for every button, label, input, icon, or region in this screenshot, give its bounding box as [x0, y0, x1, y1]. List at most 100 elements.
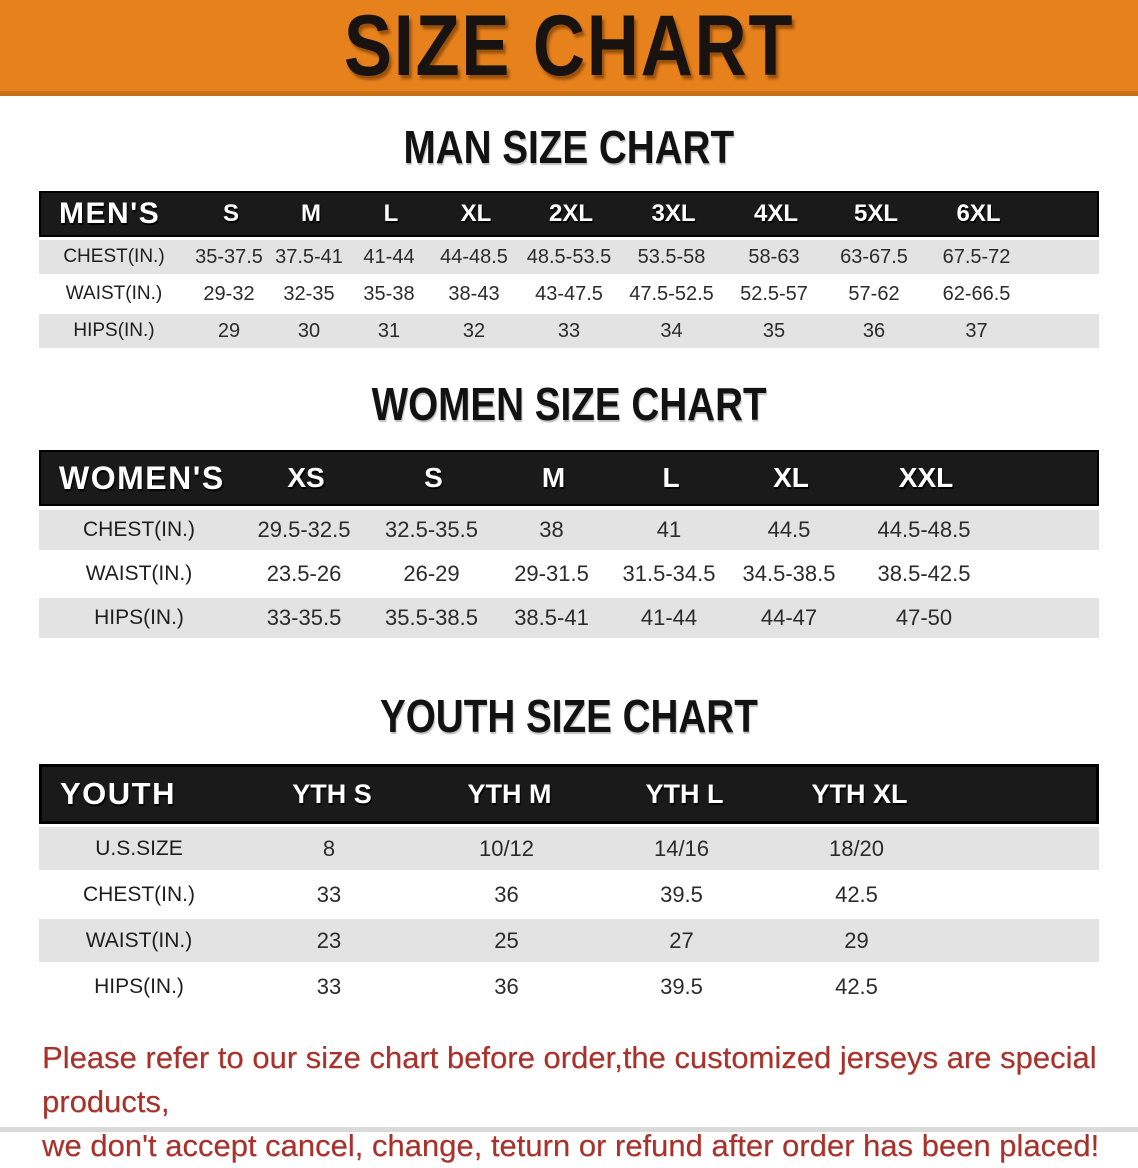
column-header: M [301, 200, 321, 227]
cell-value: 67.5-72 [942, 245, 1011, 268]
women-table-header: WOMEN'S XS S M L XL XXL [39, 450, 1099, 506]
cell-value: 33 [316, 881, 342, 907]
column-header: YTH S [292, 778, 372, 809]
column-header: YTH XL [811, 778, 908, 809]
cell-value: 38-43 [448, 282, 500, 305]
cell-value: 32.5-35.5 [385, 517, 478, 542]
column-header-label: MEN'S [59, 197, 161, 230]
column-header-label: WOMEN'S [59, 459, 225, 496]
row-label: CHEST(IN.) [63, 246, 165, 267]
cell-value: 44-47 [760, 605, 818, 630]
row-label: WAIST(IN.) [85, 928, 193, 952]
women-size-table: WOMEN'S XS S M L XL XXL CHEST(IN.) 29.5-32.5 32.5… [39, 450, 1099, 638]
section-youth: YOUTH SIZE CHART YOUTH YTH S YTH M YTH L YTH … [0, 692, 1138, 1008]
cell-value: 33-35.5 [266, 605, 342, 630]
column-header: XL [460, 200, 492, 227]
section-men: MAN SIZE CHART MEN'S S M L XL 2XL 3XL 4XL 5XL 6XL C… [0, 123, 1138, 348]
cell-value: 26-29 [403, 561, 460, 586]
cell-value: 35.5-38.5 [385, 605, 478, 630]
column-header: XXL [898, 462, 954, 493]
cell-value: 14/16 [653, 835, 710, 861]
cell-value: 23 [316, 927, 342, 953]
column-header: 6XL [956, 200, 1001, 227]
cell-value: 39.5 [660, 973, 703, 999]
row-label: HIPS(IN.) [73, 320, 155, 341]
table-row: HIPS(IN.) 33-35.5 35.5-38.5 38.5-41 41-44 44-… [39, 598, 1099, 638]
cell-value: 32 [462, 319, 486, 342]
youth-size-table: YOUTH YTH S YTH M YTH L YTH XL U.S.SIZE 8 10/12… [39, 764, 1099, 1008]
table-row: CHEST(IN.) 35-37.5 37.5-41 41-44 44-48.5 48.5… [39, 240, 1099, 274]
cell-value: 38 [539, 517, 564, 542]
row-label: U.S.SIZE [95, 836, 183, 860]
table-row: CHEST(IN.) 33 36 39.5 42.5 [39, 873, 1099, 916]
column-header-label: YOUTH [60, 776, 176, 811]
cell-value: 36 [862, 319, 886, 342]
youth-table-header: YOUTH YTH S YTH M YTH L YTH XL [39, 764, 1099, 824]
banner: SIZE CHART [0, 0, 1138, 96]
cell-value: 18/20 [828, 835, 885, 861]
cell-value: 48.5-53.5 [526, 245, 612, 268]
cell-value: 47.5-52.5 [629, 282, 714, 305]
footer-line-1: Please refer to our size chart before or… [42, 1040, 1097, 1119]
cell-value: 36 [494, 881, 519, 907]
cell-value: 34.5-38.5 [742, 561, 836, 586]
cell-value: 52.5-57 [740, 282, 808, 305]
cell-value: 31 [377, 319, 401, 342]
cell-value: 23.5-26 [266, 561, 342, 586]
cell-value: 33 [316, 973, 342, 999]
cell-value: 32-35 [283, 282, 335, 305]
cell-value: 29 [844, 927, 869, 953]
table-row: WAIST(IN.) 23.5-26 26-29 29-31.5 31.5-34.5 34… [39, 554, 1099, 594]
cell-value: 29 [217, 319, 241, 342]
cell-value: 62-66.5 [942, 282, 1011, 305]
column-header: S [424, 462, 443, 493]
cell-value: 42.5 [835, 881, 878, 907]
column-header: XS [287, 462, 325, 493]
cell-value: 8 [322, 835, 336, 861]
cell-value: 47-50 [895, 605, 953, 630]
sections-container: MAN SIZE CHART MEN'S S M L XL 2XL 3XL 4XL 5XL 6XL C… [0, 123, 1138, 1008]
cell-value: 41-44 [640, 605, 698, 630]
section-title-text: YOUTH SIZE CHART [380, 690, 758, 742]
column-header: 2XL [548, 200, 593, 227]
row-label: WAIST(IN.) [65, 283, 163, 304]
cell-value: 57-62 [848, 282, 900, 305]
row-label: CHEST(IN.) [83, 882, 195, 906]
column-header: 4XL [753, 200, 798, 227]
cell-value: 35-37.5 [195, 245, 263, 268]
column-header: YTH L [645, 778, 724, 809]
cell-value: 44-48.5 [440, 245, 508, 268]
section-title-text: MAN SIZE CHART [403, 121, 735, 173]
cell-value: 30 [297, 319, 321, 342]
column-header: L [662, 462, 680, 493]
column-header: L [383, 200, 399, 227]
cell-value: 29.5-32.5 [257, 517, 351, 542]
table-row: WAIST(IN.) 23 25 27 29 [39, 919, 1099, 962]
section-title-women: WOMEN SIZE CHART [0, 380, 1138, 428]
column-header: S [222, 200, 239, 227]
column-header: YTH M [467, 778, 552, 809]
table-row: U.S.SIZE 8 10/12 14/16 18/20 [39, 827, 1099, 870]
men-size-table: MEN'S S M L XL 2XL 3XL 4XL 5XL 6XL CHEST(IN.) 35-37… [39, 191, 1099, 348]
section-women: WOMEN SIZE CHART WOMEN'S XS S M L XL XXL CHEST(I… [0, 380, 1138, 638]
cell-value: 39.5 [660, 881, 703, 907]
section-title-men: MAN SIZE CHART [0, 123, 1138, 171]
cell-value: 35 [762, 319, 786, 342]
section-title-text: WOMEN SIZE CHART [371, 378, 767, 430]
cell-value: 25 [494, 927, 519, 953]
column-header: 3XL [651, 200, 696, 227]
cell-value: 36 [494, 973, 519, 999]
column-header: M [541, 462, 566, 493]
column-header: 5XL [853, 200, 898, 227]
table-row: WAIST(IN.) 29-32 32-35 35-38 38-43 43-47.5 47.… [39, 277, 1099, 311]
cell-value: 42.5 [835, 973, 878, 999]
table-row: HIPS(IN.) 33 36 39.5 42.5 [39, 965, 1099, 1008]
cell-value: 41 [656, 517, 682, 542]
row-label: HIPS(IN.) [94, 974, 184, 998]
cell-value: 34 [660, 319, 683, 342]
cell-value: 10/12 [478, 835, 535, 861]
table-row: CHEST(IN.) 29.5-32.5 32.5-35.5 38 41 44.5 44.5… [39, 510, 1099, 550]
cell-value: 37.5-41 [275, 245, 343, 268]
row-label: CHEST(IN.) [83, 518, 195, 541]
